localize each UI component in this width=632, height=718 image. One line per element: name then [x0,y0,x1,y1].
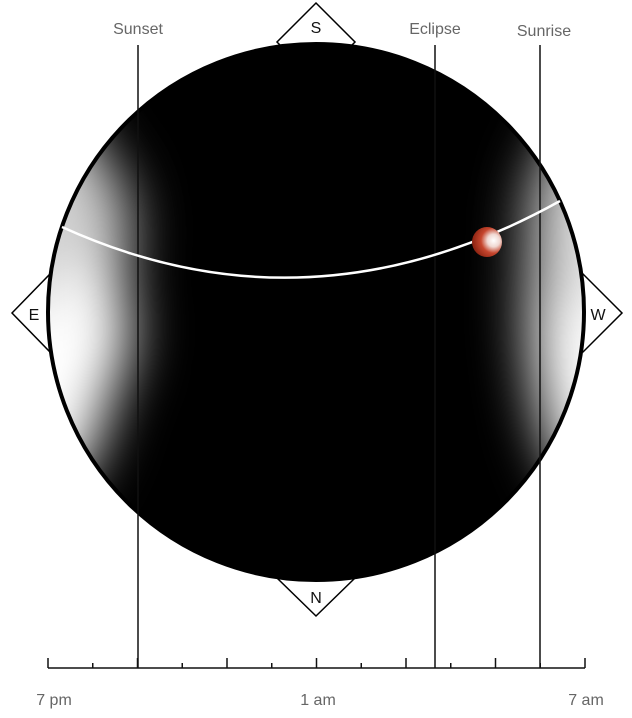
timeline-start-label: 7 pm [36,692,72,709]
timeline-end-label: 7 am [568,692,604,709]
west-label: W [590,307,606,324]
north-label: N [310,590,322,607]
south-label: S [311,20,322,37]
moon [472,227,502,257]
sky-rim [46,42,586,582]
timeline-middle-label: 1 am [300,692,336,709]
sunrise-label: Sunrise [517,23,571,40]
east-label: E [29,307,40,324]
sky-disc [48,44,584,580]
timeline [47,658,586,669]
sunset-label: Sunset [113,21,163,38]
eclipse-label: Eclipse [409,21,461,38]
